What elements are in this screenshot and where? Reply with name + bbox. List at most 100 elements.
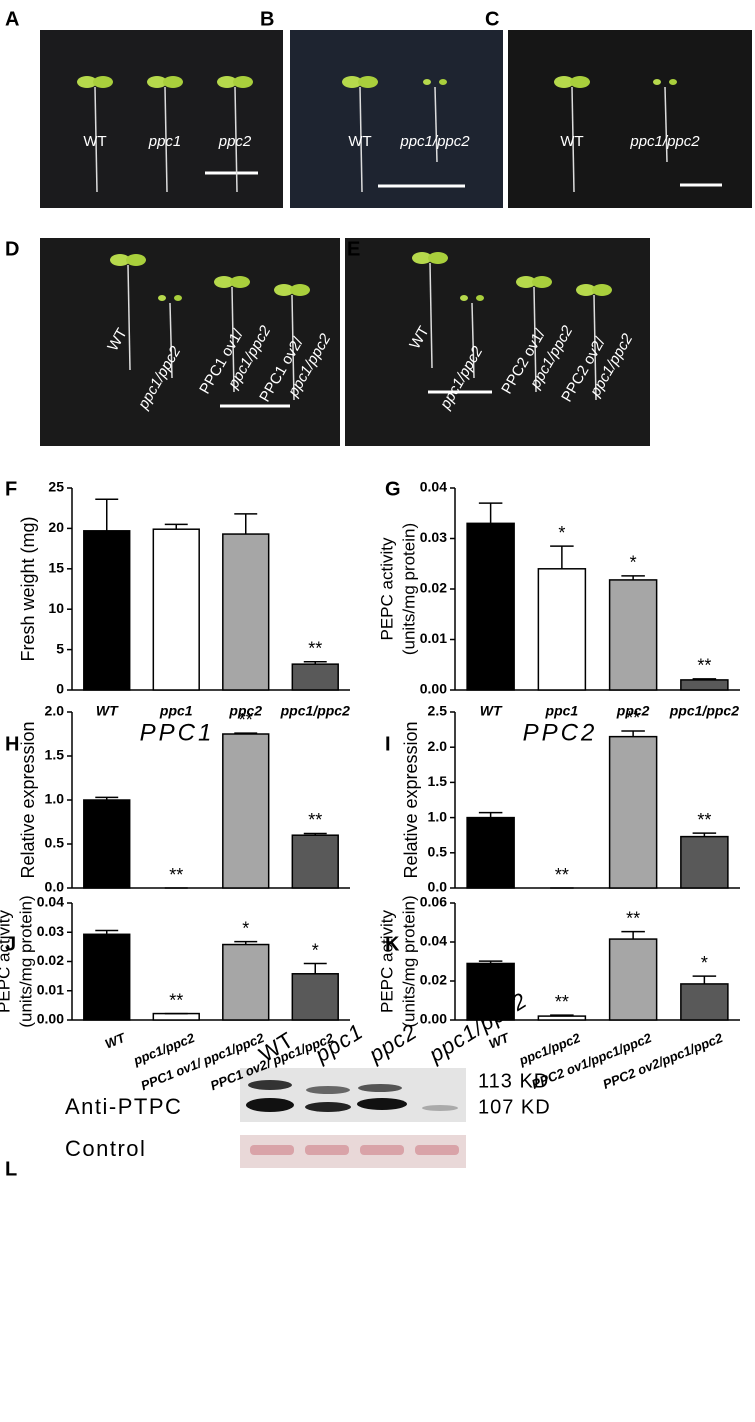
- control-band: [360, 1145, 404, 1155]
- error-bar: [621, 575, 645, 580]
- significance: **: [626, 708, 640, 728]
- cotyledon: [554, 76, 574, 88]
- x-tick-label: ppc2: [228, 703, 262, 719]
- root: [169, 302, 173, 379]
- panel-letter: K: [385, 933, 400, 955]
- significance: **: [555, 992, 569, 1012]
- cotyledon: [214, 276, 234, 288]
- bar: [466, 816, 515, 889]
- cotyledon: [570, 76, 590, 88]
- y-axis-label: PEPC activity: [377, 910, 396, 1013]
- root: [127, 264, 131, 371]
- y-axis-label: (units/mg protein): [16, 895, 35, 1027]
- error-bar: [234, 513, 258, 535]
- cotyledon: [147, 76, 167, 88]
- cotyledon: [93, 76, 113, 88]
- y-tick-label: 2.0: [428, 738, 448, 754]
- root: [234, 86, 238, 193]
- error-bar: [164, 523, 188, 530]
- photo: [508, 30, 752, 208]
- cotyledon: [230, 276, 250, 288]
- y-tick-label: 0.04: [420, 933, 447, 949]
- cotyledon: [428, 252, 448, 264]
- y-tick-label: 0.0: [45, 879, 65, 895]
- y-tick-label: 0.00: [37, 1011, 64, 1027]
- bar: [222, 733, 270, 889]
- root: [593, 294, 597, 401]
- error-bar: [234, 940, 258, 945]
- cotyledon: [358, 76, 378, 88]
- significance: **: [697, 810, 711, 830]
- panel-letter: I: [385, 733, 391, 755]
- photo-label: WT: [560, 133, 583, 150]
- error-bar: [95, 929, 119, 935]
- root: [434, 86, 438, 163]
- cotyledon: [439, 79, 447, 85]
- cotyledon: [412, 252, 432, 264]
- panel-letter: J: [5, 933, 16, 955]
- y-tick-label: 0.03: [420, 529, 447, 545]
- photo-label: ppc1/ppc2: [399, 133, 470, 150]
- cotyledon: [342, 76, 362, 88]
- y-tick-label: 0.04: [37, 894, 64, 910]
- bar: [537, 568, 587, 691]
- band-label: 113 KD: [478, 1070, 549, 1092]
- row-label: Control: [65, 1136, 146, 1161]
- control-band: [415, 1145, 459, 1155]
- cotyledon: [592, 284, 612, 296]
- x-tick-label: WT: [487, 1030, 512, 1052]
- bar: [466, 962, 515, 1021]
- error-bar: [692, 832, 717, 837]
- y-tick-label: 1.0: [45, 791, 65, 807]
- root: [471, 302, 475, 379]
- cotyledon: [233, 76, 253, 88]
- cotyledon: [158, 295, 166, 301]
- cotyledon: [476, 295, 484, 301]
- y-tick-label: 0.00: [420, 681, 447, 697]
- y-tick-label: 0.02: [420, 972, 447, 988]
- cotyledon: [126, 254, 146, 266]
- root: [291, 294, 295, 401]
- bar: [222, 533, 270, 691]
- photo-label: ppc2: [218, 133, 252, 150]
- error-bar: [303, 660, 327, 665]
- bar: [291, 973, 339, 1021]
- cotyledon: [576, 284, 596, 296]
- y-tick-label: 0.02: [420, 580, 447, 596]
- cotyledon: [77, 76, 97, 88]
- root: [533, 286, 537, 393]
- x-tick-label: ppc1: [545, 703, 579, 719]
- bar: [152, 528, 200, 691]
- error-bar: [621, 730, 645, 737]
- y-tick-label: 0.5: [45, 835, 65, 851]
- cotyledon: [163, 76, 183, 88]
- y-tick-label: 5: [56, 640, 64, 656]
- significance: *: [701, 953, 708, 973]
- bar: [608, 938, 658, 1021]
- lane-label: ppc2: [364, 1019, 422, 1068]
- y-axis-label: Relative expression: [18, 721, 38, 878]
- cotyledon: [290, 284, 310, 296]
- band-label: 107 KD: [478, 1096, 551, 1118]
- y-axis-label: PEPC activity: [0, 910, 13, 1013]
- bar: [83, 530, 131, 691]
- y-tick-label: 0.04: [420, 479, 447, 495]
- photo: [345, 238, 650, 446]
- bar: [83, 799, 131, 889]
- cotyledon: [460, 295, 468, 301]
- significance: **: [626, 908, 640, 928]
- error-bar: [550, 545, 574, 569]
- cotyledon: [532, 276, 552, 288]
- bar: [291, 834, 339, 889]
- blot-band: [358, 1084, 402, 1092]
- photo-label: ppc1: [148, 133, 182, 150]
- bar: [537, 1015, 587, 1021]
- y-tick-label: 0.02: [37, 952, 64, 968]
- error-bar: [692, 975, 717, 984]
- y-tick-label: 0.01: [420, 630, 447, 646]
- error-bar: [95, 498, 119, 531]
- y-tick-label: 10: [48, 600, 64, 616]
- significance: *: [630, 553, 637, 573]
- significance: **: [169, 865, 183, 885]
- x-tick-label: ppc1/ppc2: [669, 703, 739, 719]
